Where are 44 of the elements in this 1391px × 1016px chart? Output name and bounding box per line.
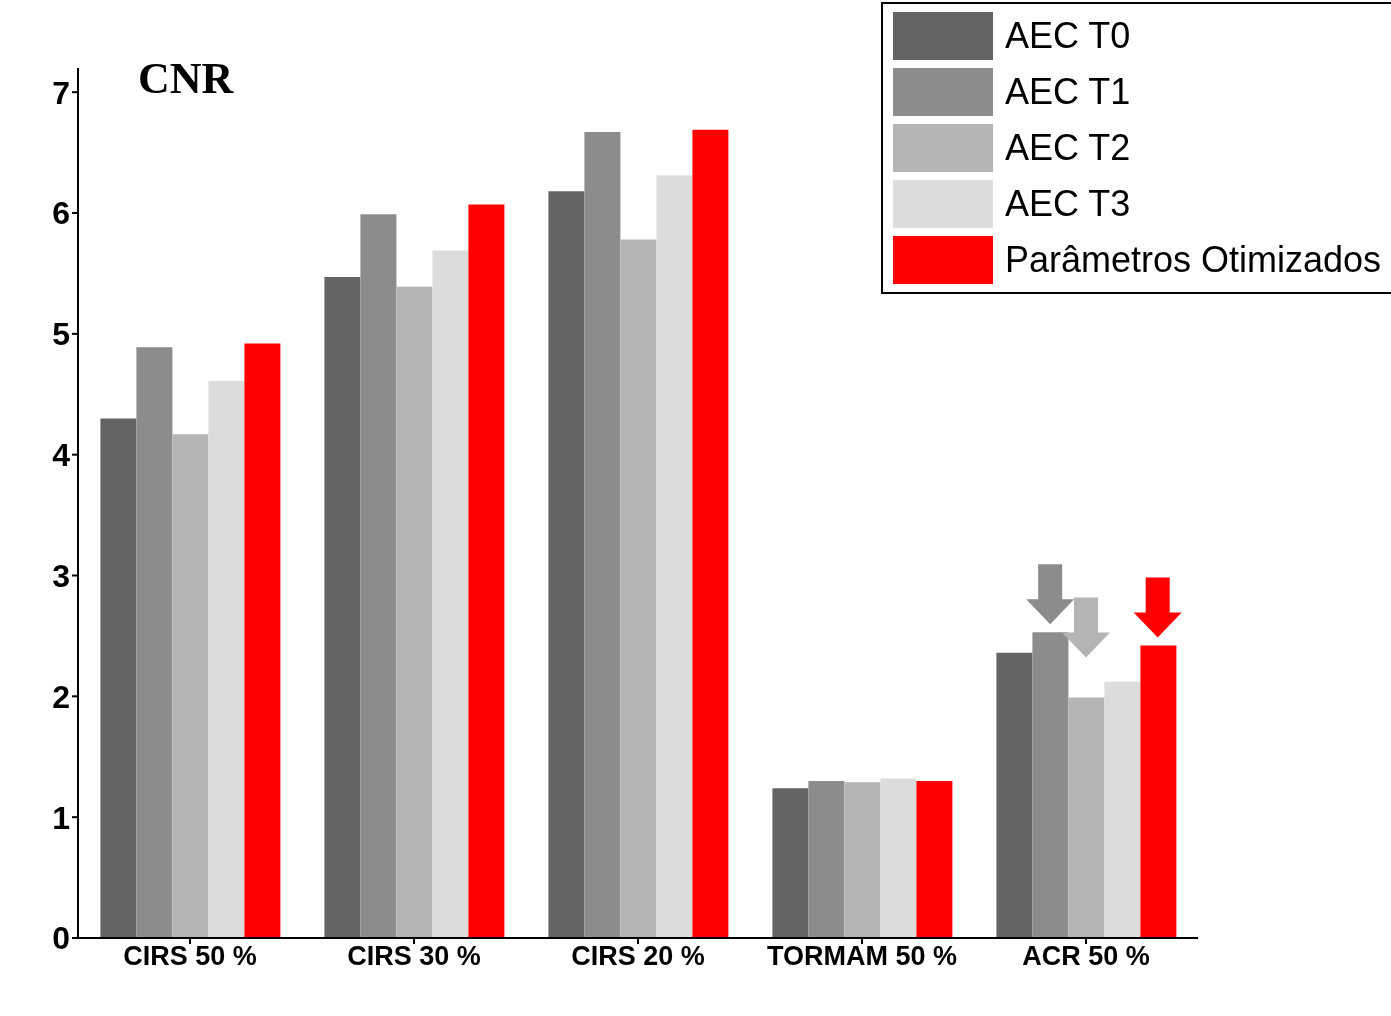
legend-label: AEC T1 [1004,71,1131,113]
bar [1104,681,1141,938]
bar [656,175,693,938]
bar [100,418,137,938]
x-tick-label: TORMAM 50 % [766,941,958,972]
y-tick-label: 2 [52,678,70,715]
bar [916,780,953,938]
x-tick-label: ACR 50 % [1022,941,1150,972]
bar [1032,632,1069,938]
bar [360,214,397,938]
bar [844,782,881,938]
y-tick-label: 3 [52,557,70,594]
legend-label: AEC T3 [1004,183,1131,225]
y-tick-label: 1 [52,799,70,836]
y-tick-label: 7 [52,74,70,111]
y-tick-label: 5 [52,316,70,353]
bar [172,434,209,938]
x-tick-label: CIRS 30 % [347,941,481,972]
legend-label: AEC T2 [1004,127,1131,169]
bar [548,191,585,938]
bar [772,788,809,938]
bar [996,652,1033,938]
bar [244,343,281,938]
bar [620,239,657,938]
y-tick-label: 4 [52,437,71,474]
bar [468,204,505,938]
bar [808,780,845,938]
bar [208,380,245,938]
bar [1068,697,1105,938]
y-tick-label: 6 [52,195,70,232]
bar [136,347,173,938]
bar [432,250,469,938]
x-tick-label: CIRS 50 % [123,941,257,972]
legend-label: Parâmetros Otimizados [1004,239,1381,281]
bar [880,778,917,938]
bar [584,132,621,938]
x-tick-label: CIRS 20 % [571,941,705,972]
bar [692,129,729,938]
legend-label: AEC T0 [1004,15,1131,57]
y-tick-label: 0 [52,920,70,957]
bar [1140,645,1177,938]
bar [324,277,361,938]
chart-title: CNR [138,54,235,103]
bar [396,286,433,938]
